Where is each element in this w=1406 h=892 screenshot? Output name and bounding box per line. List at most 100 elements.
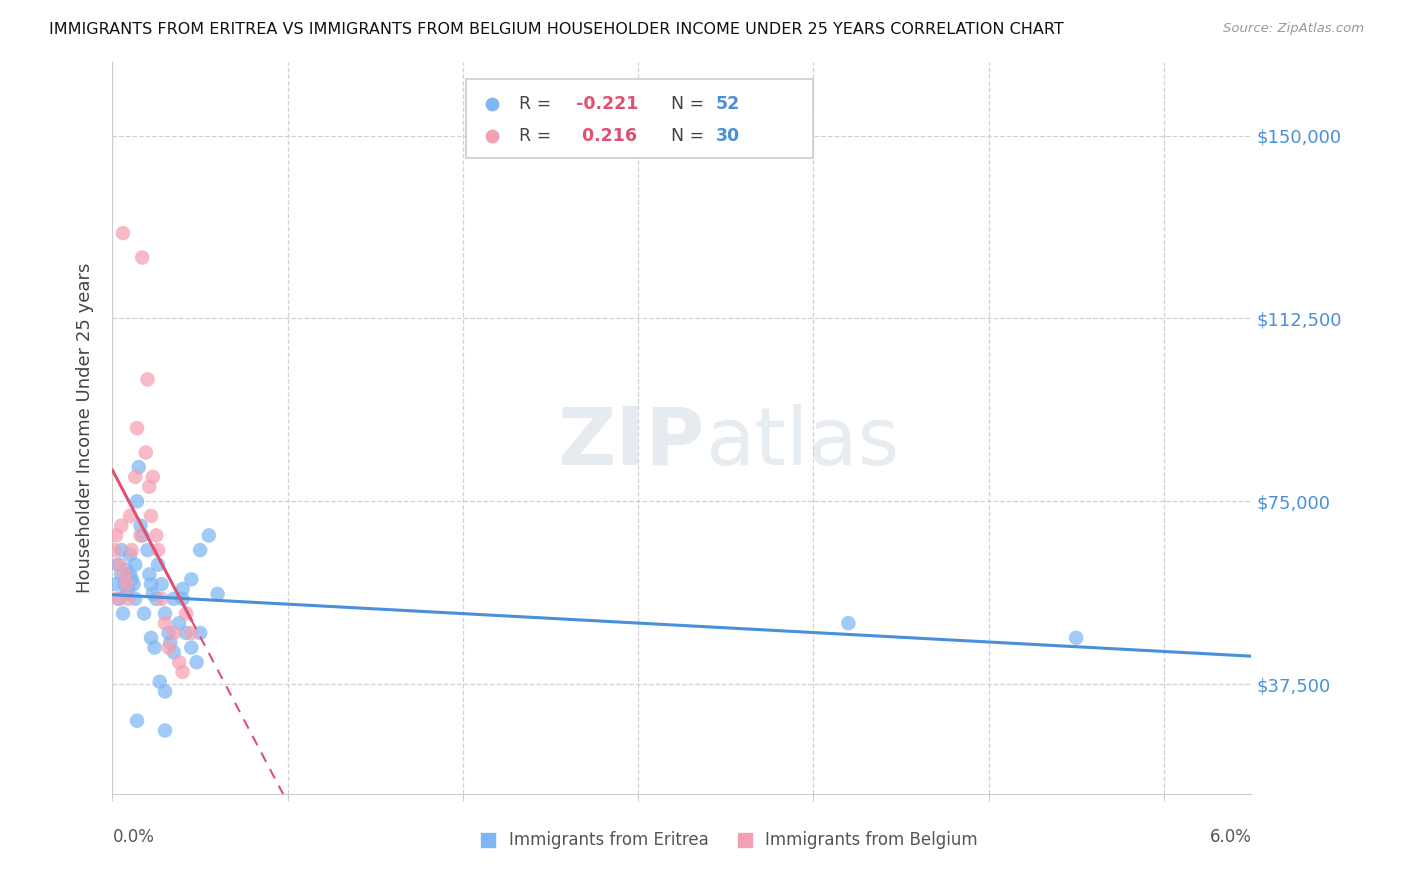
Point bbox=[138, 567, 160, 582]
Point bbox=[145, 528, 167, 542]
Text: N =: N = bbox=[671, 128, 704, 145]
Point bbox=[118, 567, 141, 582]
Point bbox=[159, 636, 181, 650]
Point bbox=[139, 631, 162, 645]
Point bbox=[117, 582, 139, 596]
Text: ZIP: ZIP bbox=[557, 404, 704, 482]
Point bbox=[121, 543, 143, 558]
Point bbox=[188, 543, 211, 558]
Text: Source: ZipAtlas.com: Source: ZipAtlas.com bbox=[1223, 22, 1364, 36]
Text: R =: R = bbox=[519, 128, 551, 145]
Point bbox=[118, 508, 141, 523]
Point bbox=[143, 640, 166, 655]
Point bbox=[1064, 631, 1087, 645]
Text: 0.216: 0.216 bbox=[576, 128, 637, 145]
Point bbox=[103, 543, 125, 558]
Point bbox=[837, 616, 859, 631]
Text: 52: 52 bbox=[716, 95, 741, 113]
Point bbox=[108, 591, 131, 606]
Point bbox=[110, 567, 132, 582]
Point bbox=[129, 518, 152, 533]
Point bbox=[174, 607, 197, 621]
Point bbox=[157, 640, 180, 655]
Point bbox=[167, 616, 190, 631]
Point bbox=[125, 421, 148, 435]
Point bbox=[172, 591, 194, 606]
Point bbox=[153, 684, 176, 698]
Point bbox=[124, 591, 146, 606]
Point bbox=[132, 607, 155, 621]
Point bbox=[125, 494, 148, 508]
Point bbox=[139, 577, 162, 591]
Point bbox=[174, 626, 197, 640]
Point bbox=[167, 655, 190, 669]
Point bbox=[180, 626, 202, 640]
Point bbox=[157, 626, 180, 640]
Text: atlas: atlas bbox=[704, 404, 898, 482]
Text: Immigrants from Eritrea: Immigrants from Eritrea bbox=[509, 831, 709, 849]
Point bbox=[114, 577, 136, 591]
Point bbox=[118, 548, 141, 562]
Point bbox=[124, 470, 146, 484]
Point bbox=[139, 508, 162, 523]
Text: 30: 30 bbox=[716, 128, 740, 145]
Point bbox=[111, 607, 134, 621]
Point bbox=[150, 577, 173, 591]
Point bbox=[153, 616, 176, 631]
Point bbox=[107, 558, 129, 572]
Point bbox=[124, 558, 146, 572]
Point bbox=[146, 558, 169, 572]
Point bbox=[131, 528, 153, 542]
Point bbox=[146, 543, 169, 558]
Point bbox=[107, 591, 129, 606]
Point bbox=[172, 582, 194, 596]
Point bbox=[115, 563, 138, 577]
Point bbox=[145, 591, 167, 606]
Point bbox=[121, 572, 143, 586]
Text: -0.221: -0.221 bbox=[576, 95, 638, 113]
Point bbox=[117, 591, 139, 606]
Point bbox=[110, 543, 132, 558]
Point bbox=[142, 470, 165, 484]
FancyBboxPatch shape bbox=[465, 78, 813, 158]
Point bbox=[115, 587, 138, 601]
Point bbox=[153, 607, 176, 621]
Text: 0.0%: 0.0% bbox=[112, 828, 155, 846]
Point bbox=[138, 480, 160, 494]
Point bbox=[104, 577, 127, 591]
Point bbox=[180, 572, 202, 586]
Point bbox=[149, 674, 172, 689]
Point bbox=[108, 558, 131, 572]
Point bbox=[163, 591, 186, 606]
Point bbox=[142, 587, 165, 601]
Point bbox=[131, 251, 153, 265]
Point bbox=[111, 226, 134, 240]
Point bbox=[125, 714, 148, 728]
Point bbox=[198, 528, 221, 542]
Text: N =: N = bbox=[671, 95, 704, 113]
Point bbox=[136, 543, 159, 558]
Point bbox=[129, 528, 152, 542]
Point bbox=[114, 567, 136, 582]
Point bbox=[207, 587, 229, 601]
Point bbox=[186, 655, 208, 669]
Point bbox=[163, 645, 186, 659]
Point bbox=[180, 640, 202, 655]
Text: Immigrants from Belgium: Immigrants from Belgium bbox=[765, 831, 977, 849]
Y-axis label: Householder Income Under 25 years: Householder Income Under 25 years bbox=[76, 263, 94, 593]
Point bbox=[110, 518, 132, 533]
Point bbox=[153, 723, 176, 738]
Point bbox=[135, 445, 157, 459]
Point bbox=[128, 460, 150, 475]
Point bbox=[188, 626, 211, 640]
Point bbox=[150, 591, 173, 606]
Point bbox=[115, 577, 138, 591]
Point bbox=[136, 372, 159, 386]
Text: 6.0%: 6.0% bbox=[1209, 828, 1251, 846]
Text: R =: R = bbox=[519, 95, 551, 113]
Point bbox=[122, 577, 145, 591]
Point bbox=[172, 665, 194, 679]
Text: IMMIGRANTS FROM ERITREA VS IMMIGRANTS FROM BELGIUM HOUSEHOLDER INCOME UNDER 25 Y: IMMIGRANTS FROM ERITREA VS IMMIGRANTS FR… bbox=[49, 22, 1064, 37]
Point bbox=[104, 528, 127, 542]
Point bbox=[163, 626, 186, 640]
